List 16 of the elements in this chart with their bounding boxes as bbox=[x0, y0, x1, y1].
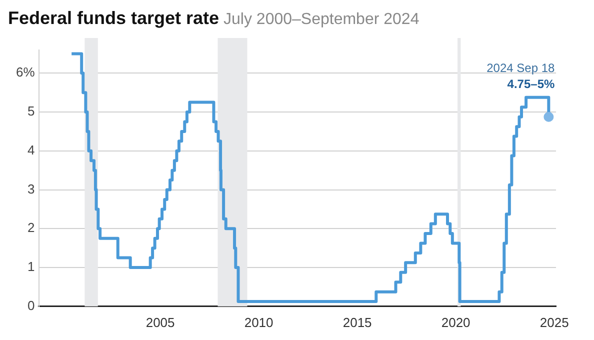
y-tick-label: 2 bbox=[28, 220, 35, 236]
x-tick-label: 2005 bbox=[146, 314, 175, 330]
y-tick-label: 4 bbox=[28, 142, 35, 158]
annotation: 2024 Sep 18 bbox=[486, 61, 555, 76]
x-tick-label: 2020 bbox=[441, 314, 470, 330]
x-tick-label: 2015 bbox=[342, 314, 372, 330]
chart-title: Federal funds target rate bbox=[8, 8, 220, 28]
y-tick-label: 5 bbox=[28, 104, 35, 119]
y-tick-label: 0 bbox=[28, 298, 35, 313]
y-tick-label: 1 bbox=[28, 259, 35, 274]
y-tick-label: 6% bbox=[16, 64, 36, 80]
annotation: 4.75–5% bbox=[507, 77, 556, 92]
x-tick-label: 2025 bbox=[540, 314, 569, 330]
x-tick-label: 2010 bbox=[244, 314, 274, 330]
chart-subtitle: July 2000–September 2024 bbox=[224, 11, 420, 28]
y-tick-label: 3 bbox=[28, 181, 35, 196]
